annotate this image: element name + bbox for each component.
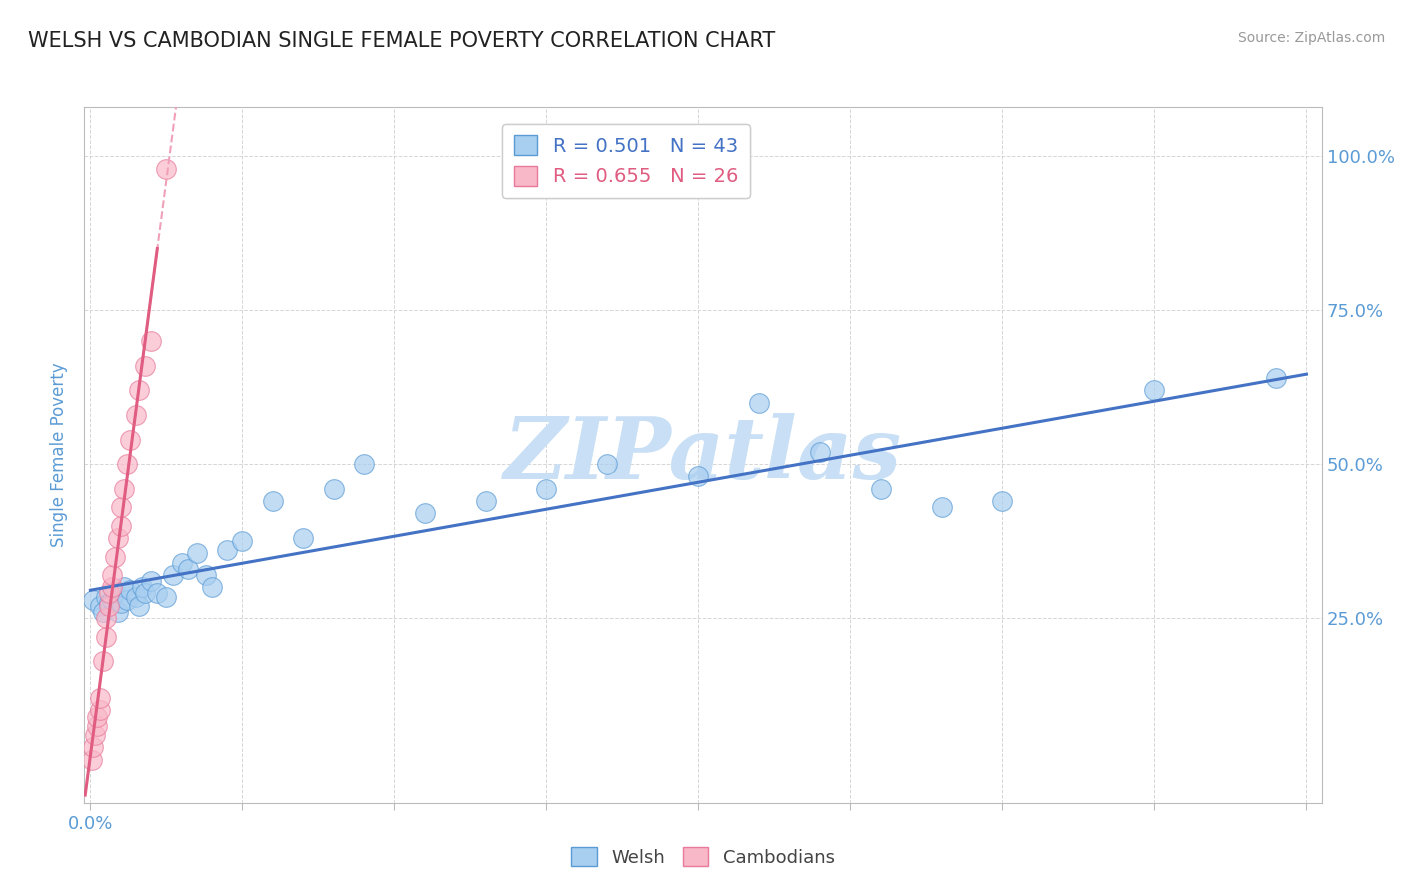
Point	[110, 500, 132, 515]
Point	[1143, 384, 1166, 398]
Point	[217, 543, 239, 558]
Point	[110, 518, 132, 533]
Point	[86, 709, 108, 723]
Text: Source: ZipAtlas.com: Source: ZipAtlas.com	[1237, 31, 1385, 45]
Point	[141, 334, 163, 348]
Point	[536, 482, 558, 496]
Point	[141, 574, 163, 589]
Point	[118, 583, 141, 598]
Point	[186, 546, 208, 560]
Point	[86, 719, 108, 733]
Point	[80, 753, 103, 767]
Point	[115, 592, 138, 607]
Legend: Welsh, Cambodians: Welsh, Cambodians	[564, 840, 842, 874]
Point	[134, 359, 156, 373]
Point	[112, 482, 135, 496]
Point	[97, 586, 120, 600]
Point	[1265, 371, 1288, 385]
Point	[474, 494, 496, 508]
Point	[155, 161, 177, 176]
Point	[146, 586, 169, 600]
Point	[262, 494, 284, 508]
Point	[104, 549, 127, 564]
Point	[231, 534, 253, 549]
Point	[134, 586, 156, 600]
Point	[991, 494, 1014, 508]
Point	[128, 599, 150, 613]
Point	[100, 568, 122, 582]
Point	[94, 611, 117, 625]
Point	[322, 482, 344, 496]
Point	[94, 590, 117, 604]
Point	[413, 507, 436, 521]
Point	[84, 728, 107, 742]
Point	[155, 590, 177, 604]
Point	[82, 592, 104, 607]
Point	[931, 500, 953, 515]
Text: WELSH VS CAMBODIAN SINGLE FEMALE POVERTY CORRELATION CHART: WELSH VS CAMBODIAN SINGLE FEMALE POVERTY…	[28, 31, 775, 51]
Point	[94, 630, 117, 644]
Point	[91, 654, 114, 668]
Point	[97, 599, 120, 613]
Point	[115, 457, 138, 471]
Point	[97, 596, 120, 610]
Point	[110, 596, 132, 610]
Point	[89, 691, 111, 706]
Point	[596, 457, 619, 471]
Y-axis label: Single Female Poverty: Single Female Poverty	[51, 363, 69, 547]
Point	[91, 605, 114, 619]
Point	[112, 580, 135, 594]
Point	[107, 531, 129, 545]
Point	[118, 433, 141, 447]
Point	[100, 592, 122, 607]
Point	[82, 740, 104, 755]
Point	[808, 445, 831, 459]
Point	[292, 531, 315, 545]
Point	[107, 605, 129, 619]
Text: ZIPatlas: ZIPatlas	[503, 413, 903, 497]
Point	[131, 580, 153, 594]
Point	[194, 568, 217, 582]
Point	[125, 408, 148, 422]
Point	[89, 599, 111, 613]
Point	[353, 457, 375, 471]
Point	[100, 580, 122, 594]
Point	[201, 580, 224, 594]
Point	[162, 568, 184, 582]
Point	[89, 703, 111, 717]
Point	[688, 469, 710, 483]
Point	[170, 556, 193, 570]
Point	[104, 586, 127, 600]
Point	[748, 395, 770, 409]
Legend: R = 0.501   N = 43, R = 0.655   N = 26: R = 0.501 N = 43, R = 0.655 N = 26	[502, 124, 749, 198]
Point	[177, 562, 200, 576]
Point	[869, 482, 891, 496]
Point	[125, 590, 148, 604]
Point	[128, 384, 150, 398]
